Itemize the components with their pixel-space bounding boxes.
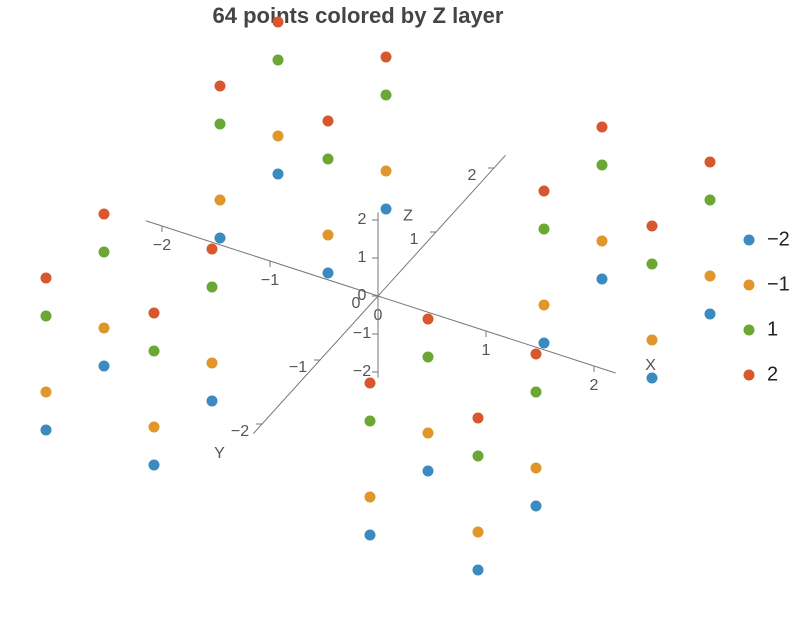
point: [206, 243, 218, 255]
point: [596, 121, 608, 133]
point: [422, 351, 434, 363]
point: [380, 51, 392, 63]
point: [380, 165, 392, 177]
point: [530, 462, 542, 474]
point: [538, 223, 550, 235]
point: [538, 337, 550, 349]
axis-label: Z: [403, 207, 413, 224]
legend-label: −1: [767, 273, 790, 295]
tick-label: 1: [410, 231, 419, 248]
point: [596, 235, 608, 247]
point: [148, 459, 160, 471]
point: [272, 168, 284, 180]
point: [538, 299, 550, 311]
chart-title: 64 points colored by Z layer: [213, 3, 504, 28]
point: [530, 500, 542, 512]
point: [704, 308, 716, 320]
tick-label: 2: [590, 377, 599, 394]
point: [530, 386, 542, 398]
point: [98, 208, 110, 220]
point: [538, 185, 550, 197]
point: [364, 415, 376, 427]
point: [272, 16, 284, 28]
axis-line: [145, 220, 616, 374]
legend-marker: [743, 369, 755, 381]
tick-label: −1: [289, 359, 307, 376]
point: [322, 267, 334, 279]
point: [322, 153, 334, 165]
axis-label: X: [645, 357, 656, 374]
tick-label: 1: [482, 342, 491, 359]
point: [472, 564, 484, 576]
point: [214, 80, 226, 92]
point: [422, 465, 434, 477]
legend-label: 2: [767, 363, 778, 385]
point: [98, 246, 110, 258]
tick-label: −2: [153, 237, 171, 254]
tick-label: 2: [468, 167, 477, 184]
point: [422, 313, 434, 325]
point: [380, 203, 392, 215]
tick-label: 0: [352, 295, 361, 312]
point: [472, 412, 484, 424]
point: [472, 526, 484, 538]
point: [380, 89, 392, 101]
axis-line: [252, 154, 506, 434]
point: [98, 360, 110, 372]
tick-label: −2: [231, 423, 249, 440]
point: [272, 54, 284, 66]
point: [214, 232, 226, 244]
point: [646, 220, 658, 232]
tick-label: −2: [353, 363, 371, 380]
point: [596, 273, 608, 285]
legend-label: −2: [767, 228, 790, 250]
point: [272, 130, 284, 142]
axis-label: Y: [214, 445, 225, 462]
point: [40, 386, 52, 398]
legend-marker: [743, 234, 755, 246]
point: [98, 322, 110, 334]
point: [40, 310, 52, 322]
legend-marker: [743, 279, 755, 291]
point: [646, 334, 658, 346]
point: [322, 229, 334, 241]
point: [596, 159, 608, 171]
point: [704, 156, 716, 168]
point: [206, 357, 218, 369]
point: [322, 115, 334, 127]
point: [422, 427, 434, 439]
point: [704, 194, 716, 206]
point: [148, 345, 160, 357]
tick-label: 2: [358, 211, 367, 228]
point: [704, 270, 716, 282]
point: [364, 491, 376, 503]
point: [646, 258, 658, 270]
point: [530, 348, 542, 360]
tick-label: 0: [358, 287, 367, 304]
point: [214, 118, 226, 130]
point: [646, 372, 658, 384]
point: [364, 529, 376, 541]
point: [40, 272, 52, 284]
tick-label: 1: [358, 249, 367, 266]
tick-label: −1: [261, 272, 279, 289]
point: [148, 421, 160, 433]
point: [364, 377, 376, 389]
legend-label: 1: [767, 318, 778, 340]
point: [206, 281, 218, 293]
legend-marker: [743, 324, 755, 336]
tick-label: −1: [353, 325, 371, 342]
point: [206, 395, 218, 407]
point: [472, 450, 484, 462]
point: [214, 194, 226, 206]
point: [40, 424, 52, 436]
point: [148, 307, 160, 319]
